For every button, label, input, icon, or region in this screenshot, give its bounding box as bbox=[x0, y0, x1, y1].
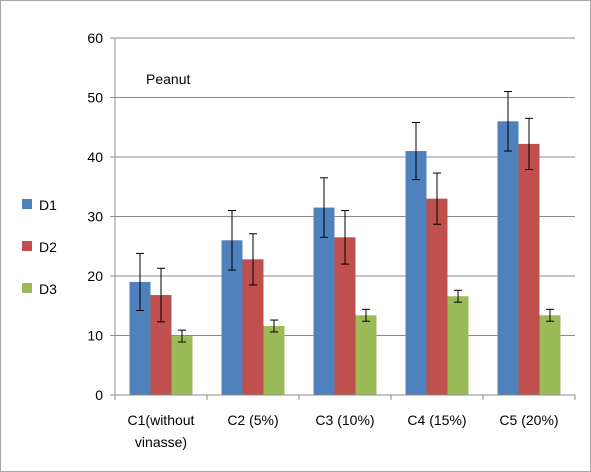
x-tick-label: C1(without bbox=[128, 412, 195, 428]
x-axis: C1(without vinasse) C2 (5%) C3 (10%) C4 (15%… bbox=[114, 394, 576, 450]
y-tick-label: 20 bbox=[87, 268, 103, 284]
legend-label-d3: D3 bbox=[39, 281, 57, 297]
bar-d2 bbox=[426, 198, 448, 395]
y-axis: 0 10 20 30 40 50 60 bbox=[87, 30, 116, 403]
x-tick-label: C2 (5%) bbox=[227, 412, 278, 428]
y-tick-label: 30 bbox=[87, 209, 103, 225]
legend-label-d2: D2 bbox=[39, 239, 57, 255]
bar-d3 bbox=[263, 325, 285, 395]
y-tick-label: 0 bbox=[95, 387, 103, 403]
bar-d3 bbox=[355, 315, 377, 395]
bar-d3 bbox=[447, 296, 469, 395]
bar-d1 bbox=[497, 121, 519, 396]
legend-swatch-d2 bbox=[22, 241, 32, 251]
legend-swatch-d3 bbox=[22, 283, 32, 293]
y-tick-label: 10 bbox=[87, 328, 103, 344]
error-bars bbox=[136, 91, 554, 343]
x-tick-label: C3 (10%) bbox=[315, 412, 374, 428]
bar-d2 bbox=[334, 237, 356, 395]
bar-d3 bbox=[171, 336, 193, 395]
chart-annotation: Peanut bbox=[146, 71, 190, 87]
bar-d3 bbox=[539, 315, 561, 395]
y-tick-label: 60 bbox=[87, 30, 103, 46]
x-tick-label: C4 (15%) bbox=[407, 412, 466, 428]
legend-label-d1: D1 bbox=[39, 197, 57, 213]
bar-d1 bbox=[221, 240, 243, 395]
bar-d2 bbox=[242, 259, 264, 395]
legend: D1 D2 D3 bbox=[22, 197, 57, 297]
bar-d2 bbox=[150, 295, 172, 395]
bar-d1 bbox=[405, 151, 427, 395]
bar-d2 bbox=[518, 143, 540, 395]
x-tick-label: C5 (20%) bbox=[499, 412, 558, 428]
bar-d1 bbox=[129, 281, 151, 395]
y-tick-label: 40 bbox=[87, 149, 103, 165]
bars bbox=[129, 121, 561, 396]
y-tick-label: 50 bbox=[87, 90, 103, 106]
x-tick-label: vinasse) bbox=[135, 434, 187, 450]
bar-d1 bbox=[313, 207, 335, 395]
legend-swatch-d1 bbox=[22, 199, 32, 209]
